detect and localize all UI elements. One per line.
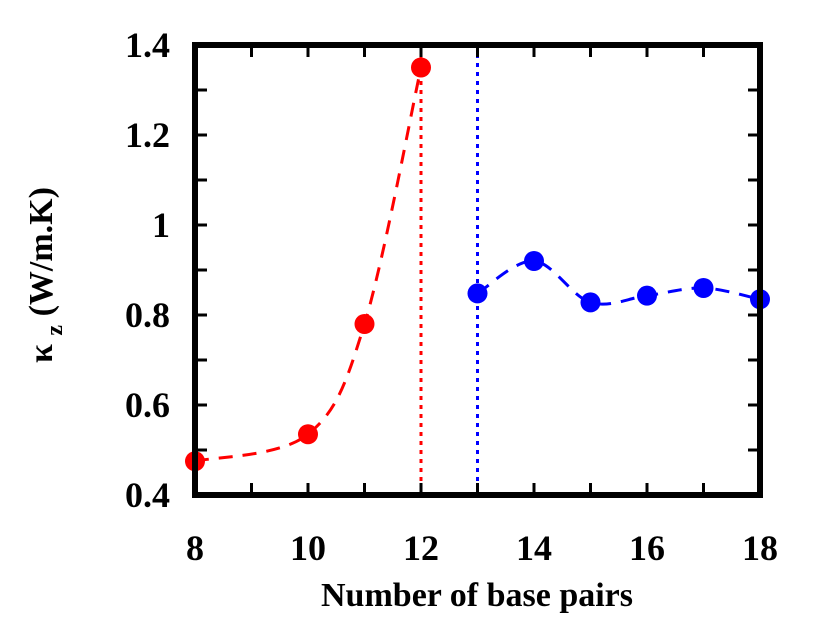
x-tick-label: 12 xyxy=(403,528,439,568)
y-tick-label: 0.6 xyxy=(125,385,170,425)
series-2-point-4 xyxy=(637,285,657,306)
x-tick-label: 10 xyxy=(290,528,326,568)
y-tick-labels: 0.4 0.6 0.8 1 1.2 1.4 xyxy=(125,25,170,515)
y-tick-label: 0.8 xyxy=(125,295,170,335)
series-2-point-2 xyxy=(524,251,544,271)
series-1-point-2 xyxy=(298,424,318,445)
x-axis-label: Number of base pairs xyxy=(321,577,633,614)
x-tick-label: 18 xyxy=(742,528,778,568)
series-2-point-1 xyxy=(467,283,488,304)
x-tick-label: 14 xyxy=(516,528,552,568)
plot-contents xyxy=(185,45,770,495)
x-tick-labels: 8 10 12 14 16 18 xyxy=(186,528,778,568)
y-axis-symbol: κ xyxy=(23,344,60,363)
y-tick-label: 0.4 xyxy=(125,475,170,515)
x-tick-label: 8 xyxy=(186,528,204,568)
y-axis-subscript: z xyxy=(42,325,68,336)
y-tick-label: 1.2 xyxy=(125,115,170,155)
y-tick-label: 1.4 xyxy=(125,25,170,65)
y-tick-label: 1 xyxy=(152,205,170,245)
series-2-line xyxy=(476,259,761,306)
series-2-point-3 xyxy=(580,292,601,313)
series-1-point-4 xyxy=(411,57,431,78)
series-2-point-5 xyxy=(693,278,714,298)
x-tick-label: 16 xyxy=(629,528,665,568)
series-1-line xyxy=(194,67,423,463)
series-1-point-3 xyxy=(354,314,375,334)
y-axis-units: (W/m.K) xyxy=(23,187,60,316)
axis-ticks xyxy=(193,43,762,497)
y-axis-label: κ z (W/m.K) xyxy=(23,187,70,363)
